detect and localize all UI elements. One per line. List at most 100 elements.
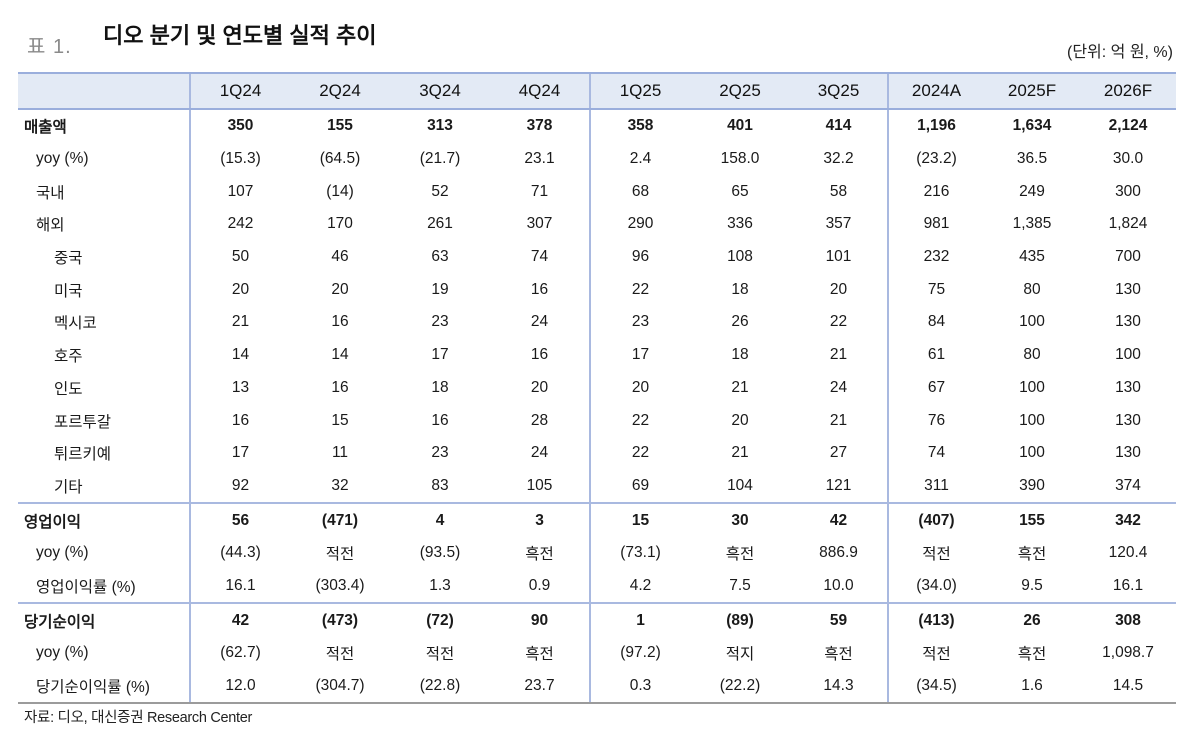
table-cell: (34.0) bbox=[887, 569, 984, 604]
table-cell: 300 bbox=[1115, 182, 1141, 200]
table-cell: 290 bbox=[589, 208, 690, 241]
table-row: 당기순이익률 (%) 12.0 (304.7) (22.8) 23.7 0.3 (22.2)… bbox=[18, 669, 1176, 705]
table-cell: 16 bbox=[189, 404, 290, 437]
table-cell: 130 bbox=[1115, 378, 1141, 396]
table-cell: 414 bbox=[825, 117, 852, 135]
table-cell: 130 bbox=[1115, 411, 1141, 429]
table-cell: 17 bbox=[431, 346, 449, 364]
table-row: 멕시코 21 16 23 24 23 26 22 84 100 130 bbox=[18, 306, 1176, 339]
table-row: yoy (%) (44.3) 적전 (93.5) 흑전 (73.1) 흑전 886.9 적전 흑전… bbox=[18, 536, 1176, 570]
col-header: 4Q24 bbox=[490, 72, 590, 110]
table-cell: 130 bbox=[1115, 313, 1141, 331]
table-cell: 21 bbox=[731, 378, 749, 396]
table-cell: 15 bbox=[331, 411, 349, 429]
table-cell: 378 bbox=[526, 117, 553, 135]
table-cell: 313 bbox=[427, 117, 453, 135]
row-label: 인도 bbox=[54, 380, 83, 398]
table-cell: 16.1 bbox=[1112, 576, 1144, 594]
table-cell: 74 bbox=[887, 436, 984, 470]
table-cell: 336 bbox=[727, 215, 753, 233]
table-cell: 24 bbox=[530, 313, 549, 331]
table-cell: (72) bbox=[390, 602, 490, 637]
unit-note: (단위: 억 원, %) bbox=[1067, 44, 1173, 61]
table-row: 중국 50 46 63 74 96 108 101 232 435 700 bbox=[18, 240, 1176, 274]
col-header: 2Q24 bbox=[290, 72, 390, 110]
table-cell: 216 bbox=[887, 175, 984, 209]
table-cell: 232 bbox=[887, 240, 984, 274]
table-cell: 357 bbox=[825, 215, 852, 233]
table-cell: 23.7 bbox=[490, 669, 590, 705]
table-cell: (93.5) bbox=[419, 544, 461, 562]
table-row: 영업이익률 (%) 16.1 (303.4) 1.3 0.9 4.2 7.5 10.0 (34.… bbox=[18, 569, 1176, 604]
table-cell: 16 bbox=[331, 313, 349, 331]
table-cell: 83 bbox=[431, 476, 449, 494]
row-label: 당기순이익 bbox=[18, 602, 190, 637]
table-cell: 24 bbox=[530, 444, 549, 462]
col-header: 1Q24 bbox=[189, 72, 290, 110]
table-cell: (15.3) bbox=[189, 142, 290, 176]
table-cell: 24 bbox=[829, 378, 848, 396]
table-cell: 308 bbox=[1080, 602, 1176, 637]
table-cell: 700 bbox=[1115, 248, 1141, 266]
table-cell: 12.0 bbox=[189, 669, 290, 705]
table-row: 튀르키예 17 11 23 24 22 21 27 74 100 130 bbox=[18, 436, 1176, 470]
row-label: yoy (%) bbox=[36, 544, 89, 562]
table-cell: 76 bbox=[887, 404, 984, 437]
table-cell: 42 bbox=[189, 602, 290, 637]
table-cell: 4.2 bbox=[589, 569, 690, 604]
table-cell: (64.5) bbox=[319, 150, 361, 168]
table-cell: 42 bbox=[790, 502, 888, 537]
table-row: 미국 20 20 19 16 22 18 20 75 80 130 bbox=[18, 273, 1176, 307]
table-cell: 2.4 bbox=[589, 142, 690, 176]
table-cell: 104 bbox=[727, 476, 753, 494]
table-cell: 63 bbox=[431, 248, 449, 266]
row-label: 호주 bbox=[54, 348, 83, 366]
table-row: 포르투갈 16 15 16 28 22 20 21 76 100 130 bbox=[18, 404, 1176, 437]
table-cell: (34.5) bbox=[887, 669, 984, 705]
col-header: 2Q25 bbox=[690, 72, 790, 110]
table-cell: 20 bbox=[331, 280, 349, 298]
table-cell: 1,634 bbox=[1012, 117, 1052, 135]
table-cell: 261 bbox=[427, 215, 453, 233]
table-cell: 20 bbox=[829, 280, 848, 298]
table-cell: 22 bbox=[589, 404, 690, 437]
table-cell: 20 bbox=[189, 273, 290, 307]
table-cell: 20 bbox=[731, 411, 749, 429]
table-cell: 311 bbox=[887, 469, 984, 504]
table-cell: 30.0 bbox=[1112, 150, 1144, 168]
table-cell: (73.1) bbox=[589, 536, 690, 570]
table-cell: 101 bbox=[825, 248, 852, 266]
table-cell: 65 bbox=[731, 182, 749, 200]
col-header: 2024A bbox=[887, 72, 984, 110]
table-row: 기타 92 32 83 105 69 104 121 311 390 374 bbox=[18, 469, 1176, 504]
row-label: 튀르키예 bbox=[54, 446, 112, 464]
table-cell: 75 bbox=[887, 273, 984, 307]
table-cell: 적전 bbox=[325, 546, 355, 564]
table-cell: 68 bbox=[589, 175, 690, 209]
table-cell: (471) bbox=[290, 502, 390, 537]
table-cell: 10.0 bbox=[823, 576, 854, 594]
row-label: yoy (%) bbox=[36, 150, 89, 168]
table-cell: 59 bbox=[790, 602, 888, 637]
table-cell: 7.5 bbox=[729, 576, 751, 594]
table-cell: 22 bbox=[589, 436, 690, 470]
table-cell: 155 bbox=[984, 502, 1080, 537]
table-cell: 92 bbox=[189, 469, 290, 504]
table-cell: 14 bbox=[189, 338, 290, 372]
table-cell: 121 bbox=[825, 476, 852, 494]
table-cell: 16 bbox=[331, 378, 349, 396]
table-cell: 107 bbox=[189, 175, 290, 209]
table-cell: 14.3 bbox=[790, 669, 888, 705]
table-cell: 52 bbox=[431, 182, 449, 200]
table-cell: 흑전 bbox=[1017, 646, 1047, 664]
table-cell: 886.9 bbox=[819, 544, 858, 562]
table-cell: 46 bbox=[331, 248, 349, 266]
table-cell: 100 bbox=[1019, 313, 1045, 331]
col-header: 3Q25 bbox=[790, 72, 888, 110]
table-cell: 21 bbox=[731, 444, 749, 462]
table-cell: 1,824 bbox=[1108, 215, 1148, 233]
table-cell: 32.2 bbox=[823, 150, 854, 168]
table-cell: 120.4 bbox=[1108, 544, 1148, 562]
table-cell: 1,196 bbox=[887, 109, 984, 143]
col-header: 1Q25 bbox=[589, 72, 690, 110]
